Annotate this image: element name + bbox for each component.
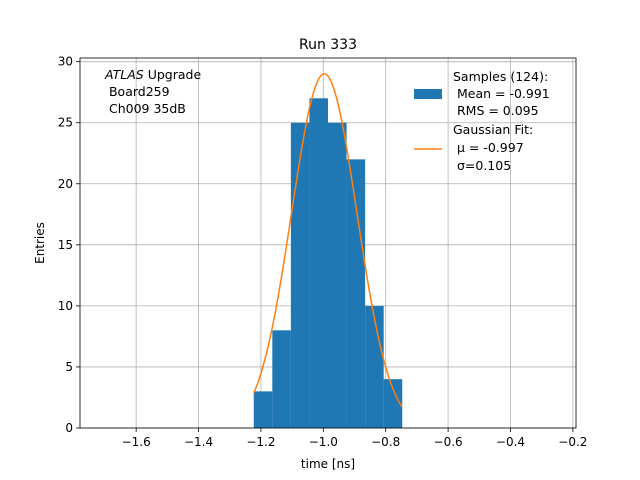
histogram-bar bbox=[383, 379, 403, 428]
x-tick-label: −0.2 bbox=[558, 435, 587, 449]
upgrade-label: Upgrade bbox=[144, 67, 202, 82]
x-tick-label: −1.2 bbox=[246, 435, 275, 449]
y-tick-label: 15 bbox=[58, 238, 73, 252]
y-tick-label: 10 bbox=[58, 299, 73, 313]
chart-title: Run 333 bbox=[299, 37, 357, 53]
histogram-bar bbox=[365, 305, 384, 428]
y-tick-label: 25 bbox=[58, 116, 73, 130]
plot-frame bbox=[79, 57, 577, 429]
annotation-line-1: ATLAS Upgrade bbox=[104, 67, 201, 82]
histogram-bar bbox=[346, 159, 366, 428]
histogram-bar bbox=[272, 330, 291, 428]
gaussian-fit bbox=[253, 73, 403, 408]
annotation-channel: Ch009 35dB bbox=[105, 101, 186, 116]
atlas-label: ATLAS bbox=[104, 67, 144, 82]
y-tick-label: 0 bbox=[65, 421, 73, 435]
legend-samples-rms: RMS = 0.095 bbox=[453, 103, 539, 118]
annotation: ATLAS Upgrade Board259 Ch009 35dB bbox=[104, 67, 201, 116]
x-tick-label: −0.6 bbox=[434, 435, 463, 449]
histogram-bar bbox=[328, 122, 347, 428]
legend-fit-line-1: Gaussian Fit: bbox=[453, 122, 533, 137]
histogram-bar bbox=[290, 122, 310, 428]
histogram-bars bbox=[253, 98, 403, 428]
legend-fit-mu: μ = -0.997 bbox=[453, 140, 524, 155]
x-tick-label: −0.4 bbox=[496, 435, 525, 449]
x-tick-label: −1.0 bbox=[309, 435, 338, 449]
y-axis-label: Entries bbox=[33, 222, 47, 264]
x-axis-label: time [ns] bbox=[301, 457, 355, 471]
y-tick-label: 5 bbox=[65, 360, 73, 374]
legend-fit-sigma: σ=0.105 bbox=[453, 158, 511, 173]
legend-samples-patch bbox=[414, 89, 442, 99]
histogram-bar bbox=[253, 391, 273, 428]
histogram-bar bbox=[309, 98, 328, 428]
y-tick-label: 30 bbox=[58, 55, 73, 69]
x-tick-label: −0.8 bbox=[371, 435, 400, 449]
legend-samples-line-1: Samples (124): bbox=[453, 69, 548, 84]
legend: Samples (124): Mean = -0.991 RMS = 0.095… bbox=[414, 69, 550, 173]
axis-ticks: −1.6 −1.4 −1.2 −1.0 −0.8 −0.6 −0.4 −0.2 0 5 10 15 20… bbox=[58, 55, 588, 449]
annotation-board: Board259 bbox=[105, 84, 170, 99]
y-tick-label: 20 bbox=[58, 177, 73, 191]
gaussian-fit-curve bbox=[253, 73, 403, 408]
x-tick-label: −1.4 bbox=[184, 435, 213, 449]
x-tick-label: −1.6 bbox=[122, 435, 151, 449]
legend-samples-mean: Mean = -0.991 bbox=[453, 86, 550, 101]
